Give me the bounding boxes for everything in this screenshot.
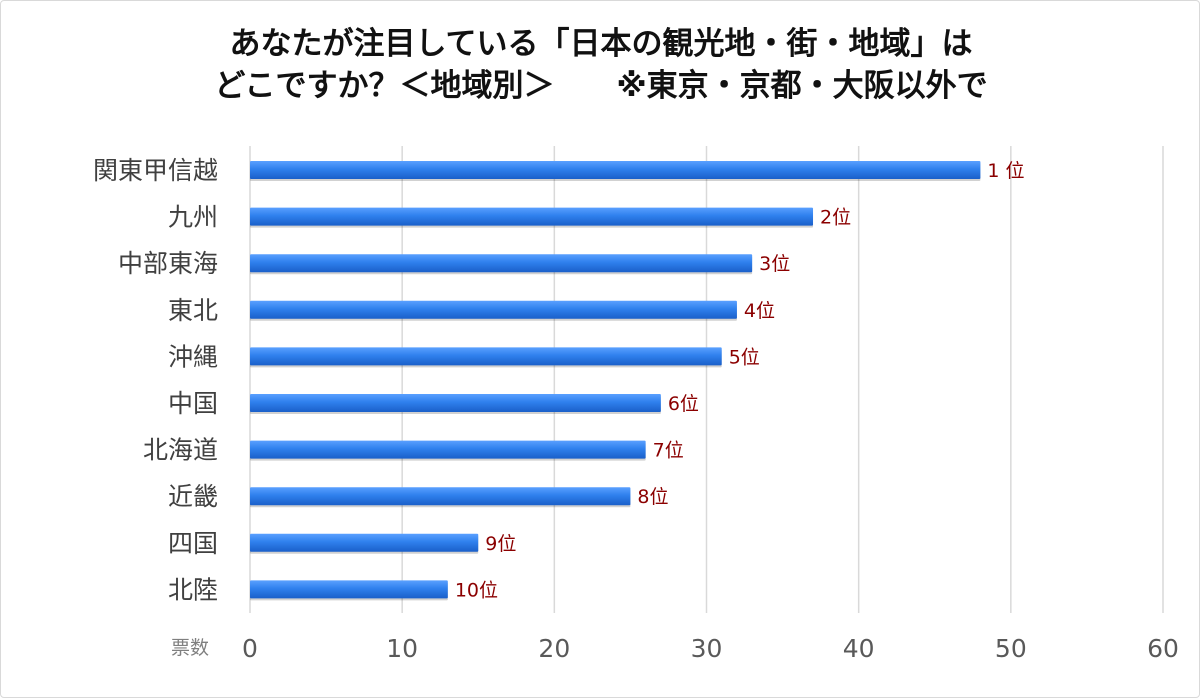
category-label: 北陸 (168, 575, 218, 604)
data-label: 5位 (729, 346, 760, 368)
chart-title: あなたが注目している「日本の観光地・街・地域」は どこですか？＜地域別＞ ※東京… (1, 23, 1199, 107)
x-tick-labels: 0 10 20 30 40 50 60 (242, 634, 1179, 663)
data-label: 9位 (485, 533, 516, 555)
x-tick-label: 20 (538, 634, 570, 663)
data-label: 10位 (455, 579, 498, 601)
data-label: 8位 (637, 486, 668, 508)
category-label: 東北 (168, 296, 218, 325)
category-label: 北海道 (143, 436, 218, 465)
data-label: 2位 (820, 207, 851, 229)
category-label: 中国 (168, 389, 218, 418)
bar (250, 487, 631, 506)
data-label: 7位 (653, 440, 684, 462)
category-label: 四国 (168, 529, 218, 558)
bar (250, 254, 753, 273)
bar (250, 300, 737, 319)
bar (250, 394, 661, 412)
x-axis-label: 票数 (171, 637, 209, 659)
category-label: 中部東海 (118, 249, 218, 278)
x-tick-label: 60 (1147, 634, 1179, 663)
category-label: 沖縄 (168, 342, 218, 371)
data-labels: 1 位 2位 3位 4位 5位 6位 7位 8位 9位 10位 (455, 160, 1025, 601)
x-tick-label: 40 (843, 634, 875, 663)
bar (250, 161, 981, 179)
category-label: 関東甲信越 (93, 156, 218, 185)
bar (250, 207, 814, 226)
data-label: 4位 (744, 300, 775, 322)
bar (250, 347, 722, 366)
category-label: 九州 (168, 203, 218, 232)
data-label: 1 位 (987, 160, 1024, 182)
x-tick-label: 30 (691, 634, 723, 663)
bars (250, 161, 981, 601)
category-label: 近畿 (168, 482, 218, 511)
data-label: 3位 (759, 253, 790, 275)
x-tick-label: 0 (242, 634, 258, 663)
chart-title-line-2: どこですか？＜地域別＞ ※東京・京都・大阪以外で (214, 68, 988, 104)
data-label: 6位 (668, 393, 699, 415)
x-tick-label: 50 (995, 634, 1027, 663)
bar (250, 580, 448, 599)
x-tick-label: 10 (386, 634, 418, 663)
bar (250, 533, 479, 552)
bar (250, 440, 646, 459)
chart-title-line-1: あなたが注目している「日本の観光地・街・地域」は (229, 26, 973, 62)
